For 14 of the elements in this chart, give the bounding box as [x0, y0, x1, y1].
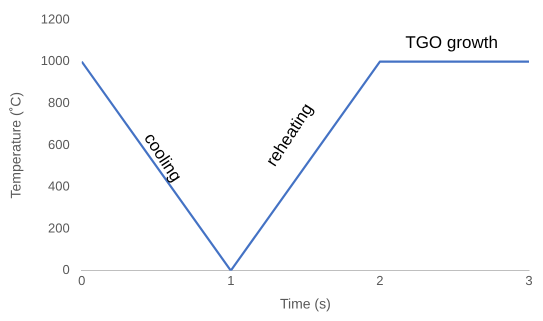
- x-tick-label: 2: [376, 272, 384, 288]
- y-tick-label: 400: [48, 178, 70, 194]
- y-tick-label: 1000: [40, 53, 70, 68]
- x-tick-label: 3: [525, 272, 533, 288]
- y-tick-label: 600: [48, 136, 70, 152]
- x-tick-label: 0: [78, 272, 86, 288]
- y-tick-label: 200: [48, 220, 70, 236]
- y-tick-label: 1200: [40, 11, 70, 26]
- y-tick-label: 800: [48, 94, 70, 110]
- x-tick-label: 1: [227, 272, 234, 288]
- x-axis-title: Time (s): [280, 295, 331, 312]
- y-axis-title: Temperature (˚C): [7, 92, 24, 198]
- annotation: TGO growth: [405, 32, 498, 52]
- y-tick-label: 0: [62, 262, 70, 278]
